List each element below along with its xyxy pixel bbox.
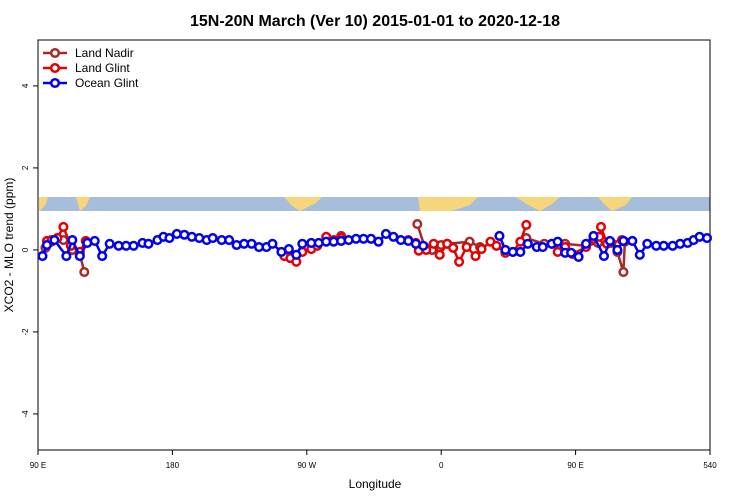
y-tick-label: 4: [21, 83, 30, 88]
point: [522, 238, 533, 249]
legend-label: Land Glint: [75, 61, 130, 75]
point: [428, 238, 439, 249]
point: [434, 249, 445, 260]
x-axis-label: Longitude: [349, 477, 402, 491]
point: [283, 244, 294, 255]
point: [373, 236, 384, 247]
point: [164, 232, 175, 244]
point: [634, 249, 645, 260]
point: [537, 242, 548, 253]
point: [41, 239, 53, 251]
point: [612, 244, 623, 255]
chart-title: 15N-20N March (Ver 10) 2015-01-01 to 202…: [190, 13, 560, 30]
map-strip: [39, 197, 710, 211]
y-tick-label: -2: [21, 328, 30, 336]
point: [491, 240, 502, 251]
point: [552, 236, 563, 247]
legend-label: Ocean Glint: [75, 76, 139, 90]
legend-label: Land Nadir: [75, 46, 134, 60]
point: [97, 251, 108, 262]
point: [291, 249, 302, 260]
point: [595, 221, 607, 233]
point: [143, 238, 154, 249]
x-tick-label: 90 E: [30, 461, 46, 470]
point: [79, 267, 90, 278]
point: [581, 238, 592, 249]
point: [207, 232, 218, 244]
point: [461, 242, 472, 253]
point: [521, 219, 532, 230]
point: [618, 267, 629, 278]
x-tick-label: 90 W: [297, 461, 316, 470]
point: [566, 247, 577, 258]
point: [224, 235, 235, 246]
point: [37, 251, 48, 262]
x-tick-label: 90 E: [567, 461, 583, 470]
point: [618, 235, 629, 246]
y-tick-label: -4: [21, 410, 30, 418]
point: [448, 242, 459, 253]
y-axis-label: XCO2 - MLO trend (ppm): [2, 178, 16, 313]
point: [598, 251, 610, 262]
point: [89, 235, 100, 246]
point: [494, 230, 505, 242]
y-tick-label: 0: [21, 247, 30, 252]
x-tick-label: 0: [439, 461, 444, 470]
plot-frame: [37, 39, 711, 451]
point: [267, 238, 278, 249]
legend-marker: [49, 77, 61, 89]
point: [515, 246, 526, 258]
point: [412, 219, 423, 230]
point: [418, 240, 429, 251]
point: [297, 238, 308, 249]
point: [658, 240, 669, 251]
point: [476, 244, 487, 255]
point: [58, 221, 69, 233]
point: [49, 235, 60, 246]
point: [604, 235, 615, 246]
point: [67, 235, 78, 246]
x-tick-label: 180: [166, 461, 180, 470]
point: [454, 256, 465, 267]
legend-marker: [49, 62, 61, 74]
point: [470, 251, 481, 262]
point: [128, 240, 139, 251]
point: [642, 238, 653, 249]
point: [588, 230, 599, 242]
point: [701, 232, 713, 244]
point: [61, 251, 72, 262]
y-tick-label: 2: [21, 165, 30, 170]
x-tick-label: 540: [703, 461, 717, 470]
point: [573, 251, 584, 262]
legend-marker: [49, 47, 61, 59]
point: [104, 238, 115, 249]
point: [627, 235, 638, 246]
point: [74, 251, 85, 262]
